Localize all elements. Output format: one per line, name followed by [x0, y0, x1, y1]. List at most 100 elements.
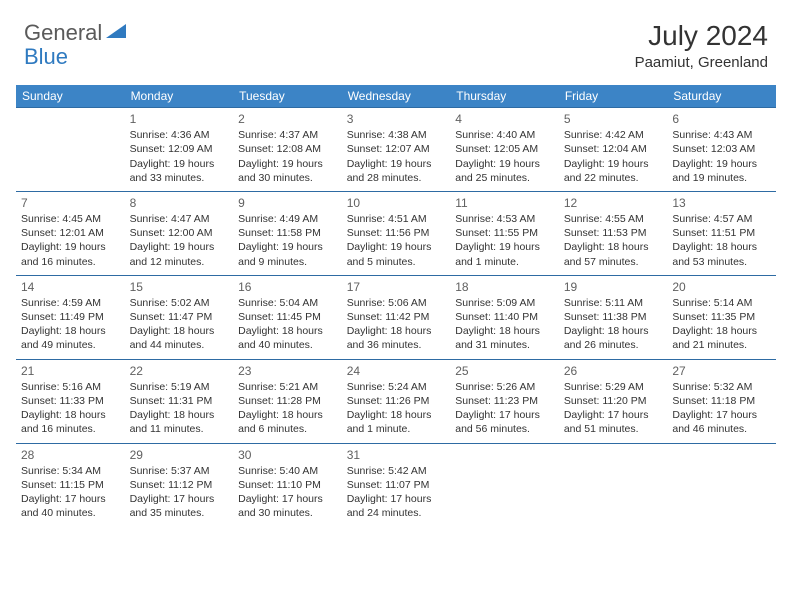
sunrise-text: Sunrise: 5:26 AM [455, 380, 554, 394]
sunrise-text: Sunrise: 4:51 AM [347, 212, 446, 226]
sunset-text: Sunset: 11:33 PM [21, 394, 120, 408]
sunset-text: Sunset: 11:56 PM [347, 226, 446, 240]
brand-part1: General [24, 20, 102, 46]
daylight-text: Daylight: 18 hours and 40 minutes. [238, 324, 337, 352]
sunrise-text: Sunrise: 5:11 AM [564, 296, 663, 310]
sunrise-text: Sunrise: 5:42 AM [347, 464, 446, 478]
calendar-cell: 17Sunrise: 5:06 AMSunset: 11:42 PMDaylig… [342, 275, 451, 359]
day-number: 20 [672, 279, 771, 295]
sunset-text: Sunset: 11:35 PM [672, 310, 771, 324]
sunrise-text: Sunrise: 5:09 AM [455, 296, 554, 310]
sunset-text: Sunset: 11:12 PM [130, 478, 229, 492]
sunset-text: Sunset: 12:00 AM [130, 226, 229, 240]
sunset-text: Sunset: 11:58 PM [238, 226, 337, 240]
daylight-text: Daylight: 19 hours and 19 minutes. [672, 157, 771, 185]
sunset-text: Sunset: 11:20 PM [564, 394, 663, 408]
sunrise-text: Sunrise: 5:40 AM [238, 464, 337, 478]
daylight-text: Daylight: 18 hours and 11 minutes. [130, 408, 229, 436]
day-header: Monday [125, 85, 234, 108]
calendar-cell: 12Sunrise: 4:55 AMSunset: 11:53 PMDaylig… [559, 191, 668, 275]
sunset-text: Sunset: 11:10 PM [238, 478, 337, 492]
calendar-cell: 25Sunrise: 5:26 AMSunset: 11:23 PMDaylig… [450, 359, 559, 443]
calendar-cell: 31Sunrise: 5:42 AMSunset: 11:07 PMDaylig… [342, 443, 451, 526]
calendar-cell: 7Sunrise: 4:45 AMSunset: 12:01 AMDayligh… [16, 191, 125, 275]
daylight-text: Daylight: 19 hours and 5 minutes. [347, 240, 446, 268]
calendar-cell: 6Sunrise: 4:43 AMSunset: 12:03 AMDayligh… [667, 108, 776, 192]
daylight-text: Daylight: 17 hours and 46 minutes. [672, 408, 771, 436]
day-number: 18 [455, 279, 554, 295]
daylight-text: Daylight: 19 hours and 1 minute. [455, 240, 554, 268]
daylight-text: Daylight: 19 hours and 22 minutes. [564, 157, 663, 185]
day-number: 13 [672, 195, 771, 211]
sunset-text: Sunset: 12:09 AM [130, 142, 229, 156]
calendar-cell: 21Sunrise: 5:16 AMSunset: 11:33 PMDaylig… [16, 359, 125, 443]
brand-part2: Blue [24, 44, 68, 70]
day-number: 11 [455, 195, 554, 211]
calendar-cell: 4Sunrise: 4:40 AMSunset: 12:05 AMDayligh… [450, 108, 559, 192]
calendar-cell [450, 443, 559, 526]
sunset-text: Sunset: 11:47 PM [130, 310, 229, 324]
day-number: 15 [130, 279, 229, 295]
calendar-cell: 19Sunrise: 5:11 AMSunset: 11:38 PMDaylig… [559, 275, 668, 359]
daylight-text: Daylight: 19 hours and 28 minutes. [347, 157, 446, 185]
day-header: Friday [559, 85, 668, 108]
calendar-cell: 22Sunrise: 5:19 AMSunset: 11:31 PMDaylig… [125, 359, 234, 443]
sunrise-text: Sunrise: 5:32 AM [672, 380, 771, 394]
sunrise-text: Sunrise: 4:59 AM [21, 296, 120, 310]
day-number: 21 [21, 363, 120, 379]
calendar-cell: 29Sunrise: 5:37 AMSunset: 11:12 PMDaylig… [125, 443, 234, 526]
month-title: July 2024 [635, 20, 768, 52]
calendar-cell: 9Sunrise: 4:49 AMSunset: 11:58 PMDayligh… [233, 191, 342, 275]
daylight-text: Daylight: 19 hours and 30 minutes. [238, 157, 337, 185]
sunrise-text: Sunrise: 4:43 AM [672, 128, 771, 142]
daylight-text: Daylight: 17 hours and 35 minutes. [130, 492, 229, 520]
daylight-text: Daylight: 18 hours and 31 minutes. [455, 324, 554, 352]
day-number: 30 [238, 447, 337, 463]
calendar-cell: 30Sunrise: 5:40 AMSunset: 11:10 PMDaylig… [233, 443, 342, 526]
day-number: 25 [455, 363, 554, 379]
sunrise-text: Sunrise: 4:57 AM [672, 212, 771, 226]
sunset-text: Sunset: 11:49 PM [21, 310, 120, 324]
day-number: 31 [347, 447, 446, 463]
calendar-cell: 28Sunrise: 5:34 AMSunset: 11:15 PMDaylig… [16, 443, 125, 526]
daylight-text: Daylight: 19 hours and 33 minutes. [130, 157, 229, 185]
daylight-text: Daylight: 18 hours and 57 minutes. [564, 240, 663, 268]
sunrise-text: Sunrise: 5:29 AM [564, 380, 663, 394]
daylight-text: Daylight: 19 hours and 25 minutes. [455, 157, 554, 185]
daylight-text: Daylight: 18 hours and 26 minutes. [564, 324, 663, 352]
calendar-cell [559, 443, 668, 526]
sunset-text: Sunset: 11:38 PM [564, 310, 663, 324]
daylight-text: Daylight: 17 hours and 24 minutes. [347, 492, 446, 520]
sunrise-text: Sunrise: 4:40 AM [455, 128, 554, 142]
sunset-text: Sunset: 11:26 PM [347, 394, 446, 408]
calendar-cell: 14Sunrise: 4:59 AMSunset: 11:49 PMDaylig… [16, 275, 125, 359]
sunset-text: Sunset: 12:04 AM [564, 142, 663, 156]
sunset-text: Sunset: 11:53 PM [564, 226, 663, 240]
daylight-text: Daylight: 18 hours and 21 minutes. [672, 324, 771, 352]
day-number: 9 [238, 195, 337, 211]
sunset-text: Sunset: 11:45 PM [238, 310, 337, 324]
calendar-cell: 26Sunrise: 5:29 AMSunset: 11:20 PMDaylig… [559, 359, 668, 443]
sunrise-text: Sunrise: 4:38 AM [347, 128, 446, 142]
calendar-cell: 15Sunrise: 5:02 AMSunset: 11:47 PMDaylig… [125, 275, 234, 359]
day-number: 12 [564, 195, 663, 211]
sunrise-text: Sunrise: 5:02 AM [130, 296, 229, 310]
sunrise-text: Sunrise: 4:36 AM [130, 128, 229, 142]
calendar-cell: 20Sunrise: 5:14 AMSunset: 11:35 PMDaylig… [667, 275, 776, 359]
daylight-text: Daylight: 19 hours and 12 minutes. [130, 240, 229, 268]
sunrise-text: Sunrise: 4:49 AM [238, 212, 337, 226]
brand-logo: General [24, 20, 128, 46]
calendar-cell: 18Sunrise: 5:09 AMSunset: 11:40 PMDaylig… [450, 275, 559, 359]
calendar-row: 7Sunrise: 4:45 AMSunset: 12:01 AMDayligh… [16, 191, 776, 275]
day-number: 28 [21, 447, 120, 463]
sunrise-text: Sunrise: 5:19 AM [130, 380, 229, 394]
sunset-text: Sunset: 11:40 PM [455, 310, 554, 324]
calendar-row: 21Sunrise: 5:16 AMSunset: 11:33 PMDaylig… [16, 359, 776, 443]
sunset-text: Sunset: 12:07 AM [347, 142, 446, 156]
daylight-text: Daylight: 17 hours and 40 minutes. [21, 492, 120, 520]
day-number: 24 [347, 363, 446, 379]
day-number: 2 [238, 111, 337, 127]
day-header: Tuesday [233, 85, 342, 108]
logo-triangle-icon [106, 22, 126, 43]
calendar-cell: 10Sunrise: 4:51 AMSunset: 11:56 PMDaylig… [342, 191, 451, 275]
